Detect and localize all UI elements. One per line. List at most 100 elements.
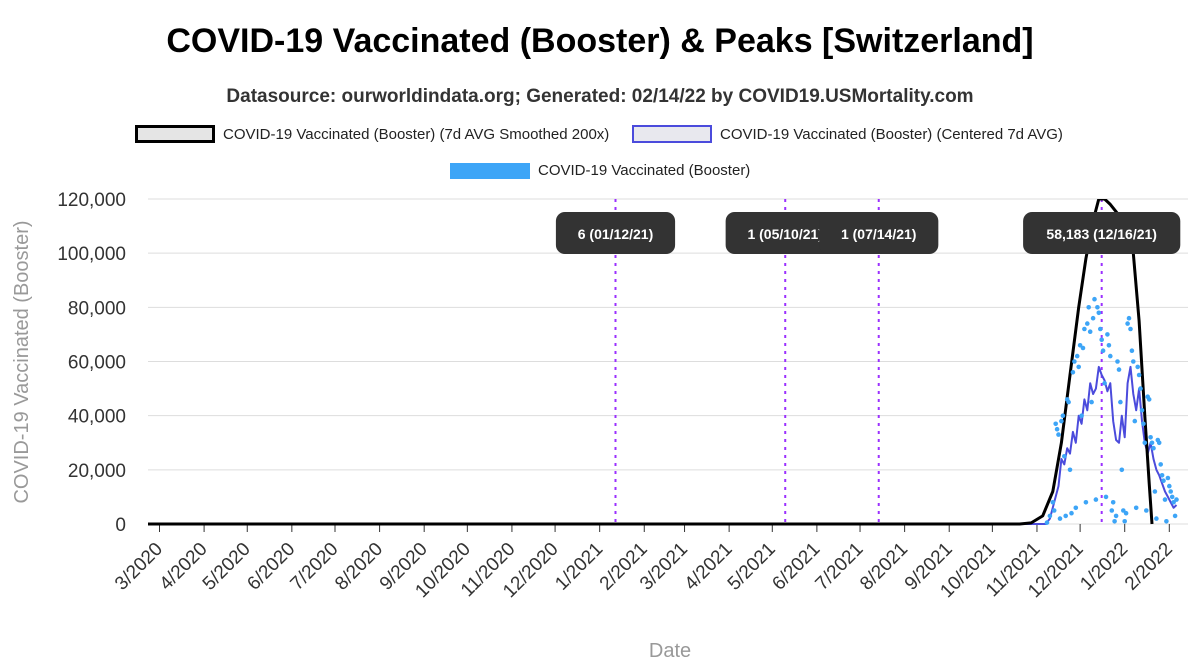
data-point: [1092, 296, 1097, 302]
data-point: [1053, 421, 1058, 427]
data-point: [1063, 513, 1068, 519]
legend-label-centered-avg: COVID-19 Vaccinated (Booster) (Centered …: [720, 125, 1063, 143]
data-point: [1074, 353, 1080, 359]
data-point: [1168, 489, 1173, 494]
data-point: [1086, 305, 1091, 310]
peak-badge-label: 1 (07/14/21): [841, 226, 917, 242]
data-point: [1093, 497, 1099, 502]
data-point: [1072, 359, 1077, 364]
peak-badge-bg: [1023, 212, 1181, 254]
legend-swatch-raw: [450, 162, 530, 179]
data-point: [1135, 364, 1140, 370]
data-point: [1112, 519, 1117, 524]
data-point: [1119, 467, 1125, 473]
data-point: [1047, 513, 1053, 519]
legend-item-smoothed[interactable]: COVID-19 Vaccinated (Booster) (7d AVG Sm…: [135, 125, 609, 143]
legend-label-raw: COVID-19 Vaccinated (Booster): [538, 162, 751, 179]
peak-badge-bg: [555, 212, 676, 254]
data-point: [1118, 399, 1123, 405]
y-tick-label: 120,000: [57, 190, 126, 211]
data-point: [1059, 418, 1064, 424]
peak-badges: 6 (01/12/21) 1 (05/10/21) 1 (07/14/21) 58,1…: [555, 212, 1181, 254]
data-point: [1060, 413, 1066, 419]
x-tick-label: 4/2020: [156, 539, 212, 595]
data-point: [1146, 397, 1152, 402]
data-point: [1044, 520, 1050, 525]
data-point: [1152, 489, 1158, 494]
peak-badge: 1 (07/14/21): [819, 212, 939, 254]
data-point: [1128, 326, 1133, 332]
x-tick-label: 8/2021: [856, 539, 912, 595]
data-point: [1132, 418, 1138, 424]
data-point: [1087, 329, 1093, 335]
data-point: [1141, 421, 1146, 427]
series-line-centered-avg: [148, 365, 1178, 525]
data-point: [1144, 508, 1149, 513]
data-point: [1069, 510, 1074, 516]
x-tick-label: 1/2022: [1076, 539, 1132, 595]
peak-badge: 1 (05/10/21): [725, 212, 845, 254]
data-point: [1138, 386, 1143, 391]
x-tick-label: 2/2022: [1121, 539, 1177, 595]
data-point: [1148, 435, 1153, 440]
x-tick-label: 6/2020: [243, 539, 299, 595]
data-point: [1154, 516, 1159, 521]
data-point: [1054, 426, 1060, 432]
data-point: [1169, 494, 1175, 500]
y-tick-label: 0: [115, 515, 126, 536]
data-point: [1174, 497, 1179, 502]
peak-markers: [614, 199, 1103, 524]
data-point: [1164, 519, 1169, 524]
data-point: [1165, 475, 1171, 481]
data-point: [1095, 305, 1100, 310]
data-point: [1151, 445, 1156, 451]
peak-badge-label: 6 (01/12/21): [578, 226, 654, 242]
data-point: [1172, 513, 1178, 519]
data-point: [1113, 513, 1119, 519]
data-point: [1098, 326, 1103, 332]
data-point: [1050, 500, 1056, 505]
data-point: [1158, 462, 1163, 467]
data-point: [1073, 505, 1079, 511]
data-point: [1116, 367, 1122, 372]
data-point: [1109, 508, 1115, 513]
x-tick-label: 6/2021: [768, 539, 824, 595]
legend-item-centered-avg[interactable]: COVID-19 Vaccinated (Booster) (Centered …: [632, 125, 1063, 143]
data-point: [1085, 321, 1090, 326]
peak-badge-label: 1 (05/10/21): [747, 226, 823, 242]
data-point: [1149, 440, 1155, 446]
y-axis-ticks: 0 20,000 40,000 60,000 80,000 100,000 120,000: [57, 190, 126, 536]
data-point: [1051, 508, 1057, 513]
legend-item-raw[interactable]: COVID-19 Vaccinated (Booster): [450, 162, 750, 179]
data-point: [1067, 467, 1073, 473]
data-point: [1080, 345, 1086, 351]
legend-swatch-centered-avg: [632, 125, 712, 143]
x-tick-label: 4/2021: [681, 539, 737, 595]
data-point: [1056, 432, 1061, 437]
series-line-smoothed: [148, 199, 1154, 526]
y-tick-label: 40,000: [68, 407, 126, 428]
data-point: [1126, 315, 1132, 321]
chart-title: COVID-19 Vaccinated (Booster) & Peaks [S…: [166, 22, 1034, 60]
y-tick-label: 80,000: [68, 298, 126, 319]
data-point: [1062, 454, 1067, 459]
data-point: [1108, 353, 1113, 359]
y-tick-label: 100,000: [57, 244, 126, 265]
peak-badge-label: 58,183 (12/16/21): [1046, 226, 1157, 242]
data-point: [1171, 500, 1176, 505]
peak-badge-bg: [819, 212, 939, 254]
data-point: [1122, 519, 1127, 524]
y-tick-label: 20,000: [68, 461, 126, 482]
data-point: [1106, 343, 1112, 348]
data-point: [1089, 399, 1094, 405]
data-point: [1079, 413, 1084, 419]
data-point: [1099, 337, 1104, 343]
data-point: [1110, 500, 1116, 505]
data-point: [1125, 321, 1130, 326]
x-axis-ticks: 3/20204/20205/20206/20207/20208/20209/20…: [111, 539, 1177, 602]
data-point: [1103, 494, 1109, 500]
data-point: [1115, 359, 1120, 364]
data-point: [1142, 440, 1148, 446]
x-tick-label: 5/2020: [199, 539, 255, 595]
data-point: [1105, 332, 1110, 337]
